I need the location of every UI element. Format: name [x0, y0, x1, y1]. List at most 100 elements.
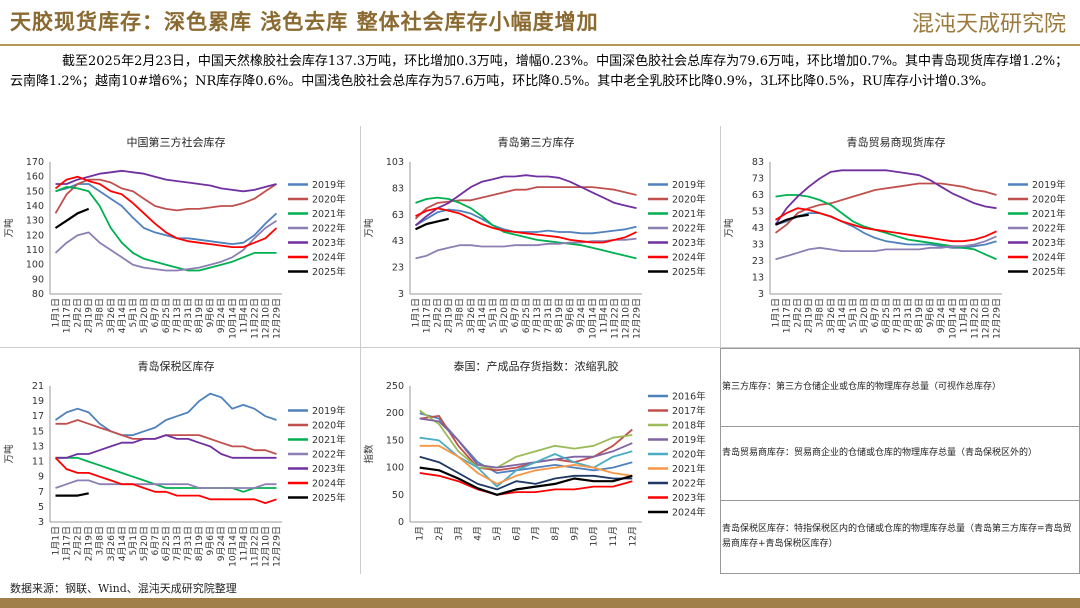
series-line	[774, 182, 997, 234]
x-tick-label: 7月13日	[532, 298, 543, 333]
series-line	[54, 175, 278, 248]
x-tick-label: 12月	[627, 526, 638, 546]
y-tick-label: 50	[392, 490, 404, 501]
y-tick-label: 130	[26, 216, 44, 227]
x-tick-label: 6月25日	[161, 298, 172, 333]
series-line	[419, 444, 633, 485]
x-tick-label: 8月	[550, 526, 561, 541]
summary: 截至2025年2月23日，中国天然橡胶社会库存137.3万吨，环比增加0.3万吨…	[10, 54, 1069, 89]
series-line	[419, 472, 633, 496]
x-tick-label: 6月7日	[510, 298, 521, 327]
series-line	[54, 178, 277, 214]
legend-label: 2025年	[672, 266, 706, 278]
series-line	[775, 194, 997, 261]
x-tick-label: 9月24日	[216, 298, 227, 333]
x-tick-label: 7月13日	[172, 526, 183, 561]
y-tick-label: 3	[758, 289, 764, 300]
y-tick-label: 160	[26, 172, 44, 183]
x-tick-label: 10月14日	[947, 298, 958, 339]
x-tick-label: 7月13日	[892, 298, 903, 333]
x-tick-label: 7月31日	[543, 298, 554, 333]
y-tick-label: 110	[26, 245, 44, 256]
x-tick-label: 5月20日	[499, 298, 510, 333]
x-tick-label: 1月1日	[771, 298, 782, 327]
y-axis-label: 万吨	[723, 218, 735, 238]
x-tick-label: 7月31日	[903, 298, 914, 333]
legend-label: 2024年	[672, 507, 706, 519]
x-tick-label: 6月7日	[150, 526, 161, 555]
x-tick-label: 7月31日	[183, 298, 194, 333]
x-tick-label: 11月4日	[958, 298, 969, 333]
legend-label: 2022年	[312, 449, 346, 461]
legend-label: 2023年	[312, 237, 346, 249]
x-tick-label: 6月	[511, 526, 522, 541]
y-tick-label: 7	[38, 487, 44, 498]
y-axis-label: 万吨	[363, 218, 375, 238]
series-line	[775, 213, 809, 226]
x-tick-label: 3月26日	[106, 526, 117, 561]
series-line	[55, 479, 277, 489]
x-tick-label: 1月1日	[411, 298, 422, 327]
legend-label: 2020年	[672, 194, 706, 206]
legend-label: 2023年	[672, 237, 706, 249]
y-tick-label: 80	[32, 289, 44, 300]
series-line	[415, 217, 449, 231]
x-tick-label: 3月8日	[815, 298, 826, 327]
x-tick-label: 5月20日	[139, 298, 150, 333]
y-tick-label: 9	[38, 472, 44, 483]
series-line	[775, 235, 997, 261]
chart-title: 青岛贸易商现货库存	[847, 135, 946, 149]
series-line	[419, 417, 633, 469]
x-tick-label: 8月19日	[194, 298, 205, 333]
y-tick-label: 33	[752, 240, 764, 251]
x-tick-label: 4月14日	[117, 526, 128, 561]
x-tick-label: 1月17日	[782, 298, 793, 333]
y-tick-label: 3	[38, 517, 44, 528]
legend-label: 2019年	[312, 405, 346, 417]
series-line	[419, 455, 633, 491]
y-tick-label: 17	[32, 411, 44, 422]
x-tick-label: 12月10日	[980, 298, 991, 339]
x-tick-label: 9月6日	[205, 526, 216, 555]
legend-label: 2023年	[672, 492, 706, 504]
legend-label: 2021年	[1032, 208, 1066, 220]
x-tick-label: 9月6日	[205, 298, 216, 327]
x-tick-label: 12月29日	[991, 298, 1002, 339]
legend-label: 2025年	[1032, 266, 1066, 278]
x-tick-label: 11月4日	[238, 526, 249, 561]
x-tick-label: 12月10日	[260, 298, 271, 339]
series-line	[775, 207, 997, 243]
series-line	[54, 392, 277, 436]
x-tick-label: 1月17日	[422, 298, 433, 333]
series-line	[414, 174, 637, 227]
legend-label: 2025年	[312, 266, 346, 278]
legend-label: 2023年	[1032, 237, 1066, 249]
x-tick-label: 1月1日	[51, 526, 62, 555]
x-tick-label: 6月7日	[870, 298, 881, 327]
x-tick-label: 9月24日	[576, 298, 587, 333]
y-tick-label: 21	[32, 381, 44, 392]
header-rule	[0, 44, 1080, 46]
y-tick-label: 43	[752, 223, 764, 234]
series-line	[774, 169, 997, 226]
y-tick-label: 63	[752, 190, 764, 201]
y-tick-label: 19	[32, 396, 44, 407]
x-tick-label: 8月19日	[554, 298, 565, 333]
legend-label: 2020年	[672, 449, 706, 461]
y-tick-label: 120	[26, 230, 44, 241]
y-tick-label: 11	[32, 457, 44, 468]
x-tick-label: 8月19日	[194, 526, 205, 561]
series-line	[54, 457, 277, 504]
x-tick-label: 10月14日	[587, 298, 598, 339]
x-tick-label: 5月1日	[128, 526, 139, 555]
legend-label: 2022年	[1032, 223, 1066, 235]
y-tick-label: 23	[392, 263, 404, 274]
y-tick-label: 73	[752, 174, 764, 185]
x-tick-label: 4月14日	[837, 298, 848, 333]
x-tick-label: 2月2日	[793, 298, 804, 327]
x-tick-label: 5月20日	[859, 298, 870, 333]
y-tick-label: 90	[32, 274, 44, 285]
footer-bar	[0, 598, 1080, 608]
x-tick-label: 1月1日	[51, 298, 62, 327]
